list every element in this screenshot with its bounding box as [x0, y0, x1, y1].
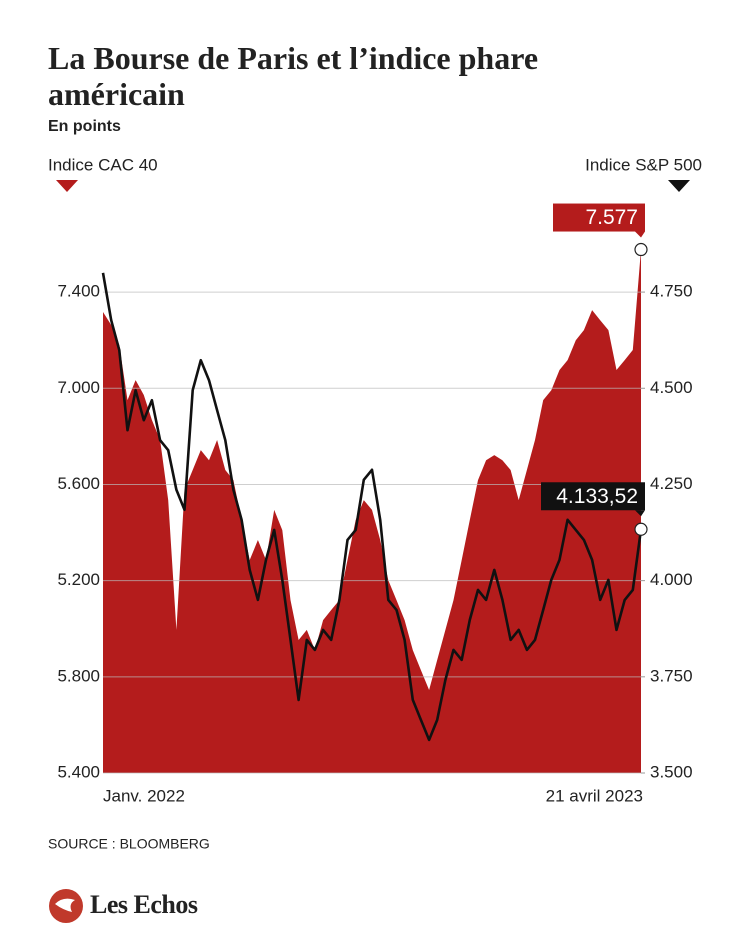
value-label-pointer — [635, 231, 645, 238]
y2-tick-label: 4.500 — [650, 378, 693, 397]
y2-tick-label: 4.250 — [650, 474, 693, 493]
right-axis-label: Indice S&P 500 — [585, 155, 702, 174]
y2-tick-label: 3.750 — [650, 666, 693, 685]
y2-tick-label: 4.750 — [650, 282, 693, 301]
y2-tick-label: 3.500 — [650, 762, 693, 781]
left-axis-marker — [56, 180, 78, 192]
y-tick-label: 7.400 — [57, 282, 100, 301]
data-label: 4.133,52 — [556, 485, 638, 508]
y-tick-label: 5.800 — [57, 666, 100, 685]
end-point — [634, 242, 648, 257]
brand: Les Echos — [90, 890, 198, 919]
y-tick-label: 5.200 — [57, 570, 100, 589]
chart-subtitle: En points — [48, 118, 121, 135]
value-label-pointer — [635, 510, 645, 517]
left-axis-label: Indice CAC 40 — [48, 155, 158, 174]
y-tick-label: 7.000 — [57, 378, 100, 397]
y-tick-label: 5.600 — [57, 474, 100, 493]
line — [101, 272, 643, 742]
chart-title: La Bourse de Paris et l’indice phare amé… — [48, 40, 539, 112]
value-label-box — [541, 482, 645, 511]
logo-icon — [55, 898, 75, 912]
end-point — [634, 522, 648, 536]
data-label: 7.577 — [585, 206, 638, 229]
y2-tick-label: 4.000 — [650, 570, 693, 589]
x-tick-label: 21 avril 2023 — [546, 786, 643, 805]
x-tick-label: Janv. 2022 — [103, 786, 185, 805]
right-axis-marker — [668, 180, 690, 192]
area — [103, 249, 641, 773]
source: SOURCE : BLOOMBERG — [48, 836, 210, 852]
value-label-box — [553, 203, 645, 232]
y-tick-label: 5.400 — [57, 762, 100, 781]
